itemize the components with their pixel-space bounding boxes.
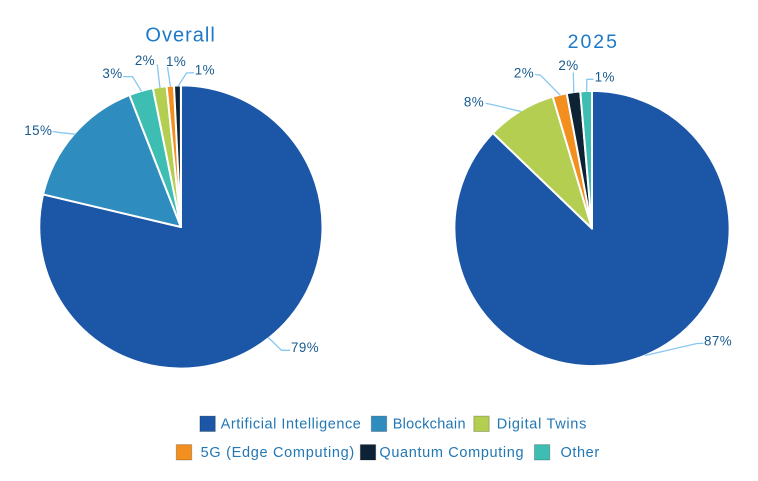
svg-text:1%: 1%: [195, 63, 215, 78]
svg-text:2%: 2%: [135, 53, 155, 68]
svg-text:2%: 2%: [558, 58, 578, 73]
svg-text:Other: Other: [561, 445, 600, 461]
svg-text:1%: 1%: [595, 69, 615, 84]
svg-text:79%: 79%: [291, 340, 319, 355]
svg-text:Overall: Overall: [145, 24, 215, 46]
svg-text:Digital Twins: Digital Twins: [497, 416, 587, 432]
svg-text:2%: 2%: [514, 66, 534, 81]
svg-text:3%: 3%: [102, 66, 122, 81]
svg-text:Artificial Intelligence: Artificial Intelligence: [221, 416, 362, 432]
svg-text:8%: 8%: [464, 95, 484, 110]
svg-text:15%: 15%: [24, 123, 52, 138]
svg-text:1%: 1%: [166, 54, 186, 69]
svg-text:Quantum Computing: Quantum Computing: [379, 445, 524, 461]
svg-text:2025: 2025: [568, 31, 619, 53]
svg-text:Blockchain: Blockchain: [393, 416, 466, 432]
svg-text:87%: 87%: [704, 333, 732, 348]
svg-text:5G (Edge Computing): 5G (Edge Computing): [201, 445, 355, 461]
